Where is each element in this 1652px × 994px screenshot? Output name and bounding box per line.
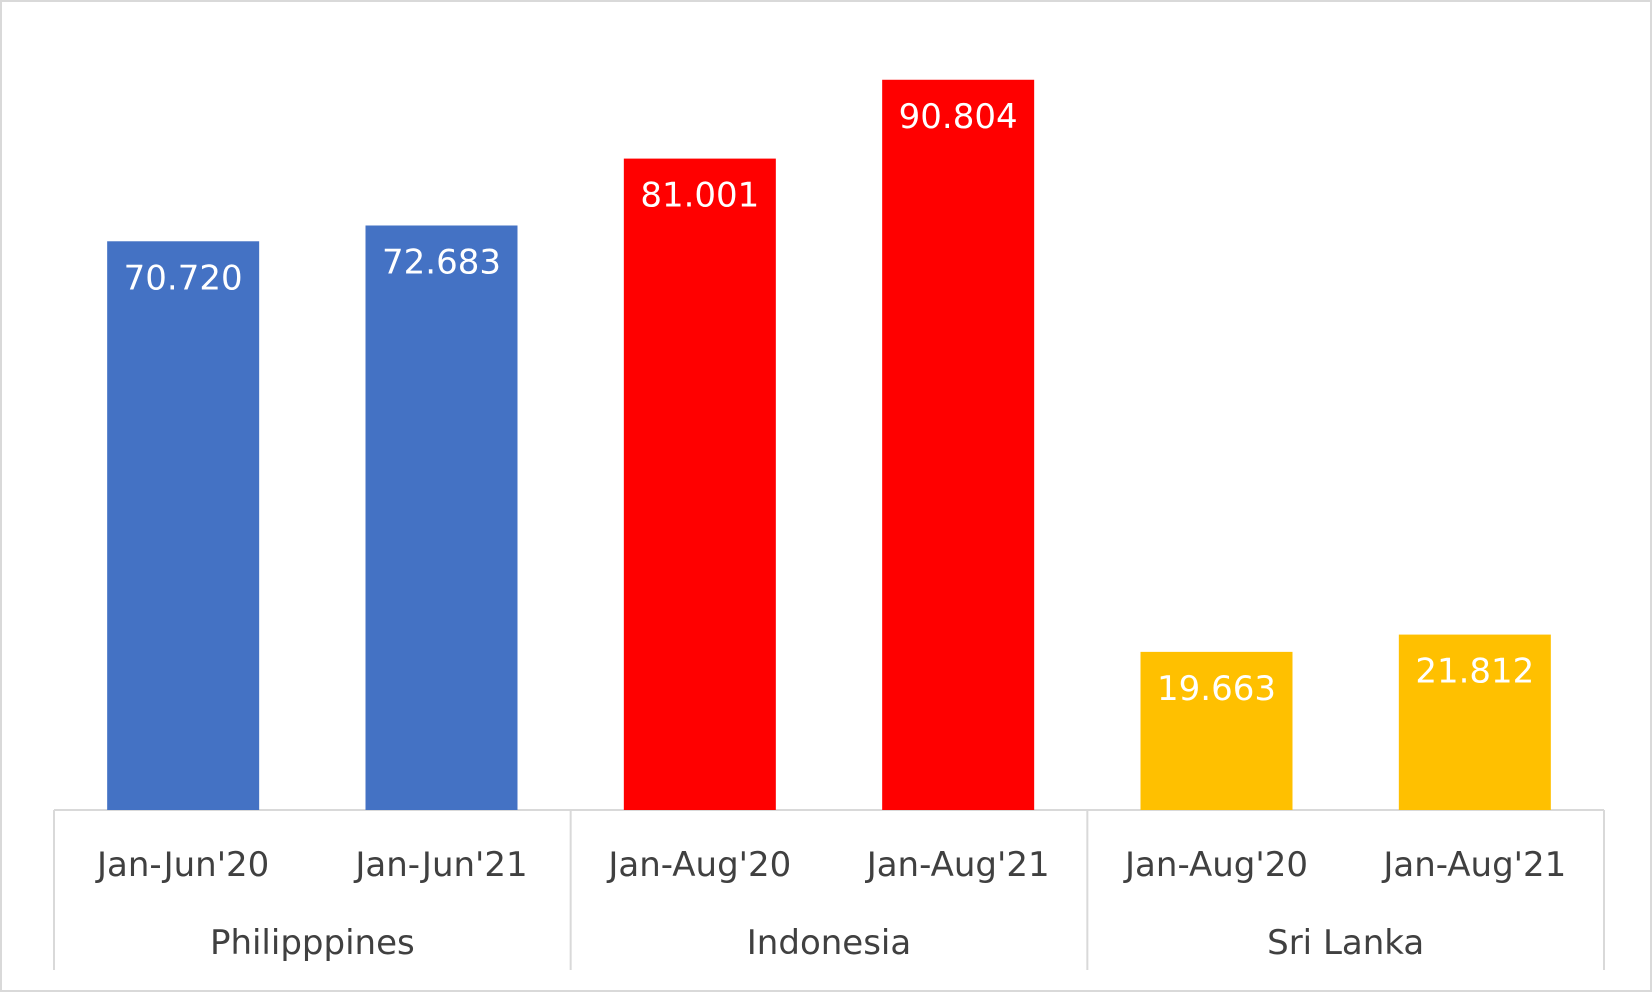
bar: [623, 158, 776, 810]
x-tick-label: Jan-Jun'21: [353, 845, 527, 885]
x-tick-label: Jan-Aug'21: [1381, 845, 1566, 885]
data-label: 90.804: [899, 97, 1018, 137]
bar: [365, 225, 518, 810]
x-tick-label: Jan-Aug'20: [606, 845, 791, 885]
data-label: 81.001: [640, 176, 759, 216]
data-label: 72.683: [382, 242, 501, 282]
bar: [1398, 634, 1551, 810]
data-label: 70.720: [124, 258, 243, 298]
x-tick-label: Jan-Aug'20: [1123, 845, 1308, 885]
bar: [107, 241, 260, 811]
x-tick-label: Jan-Jun'20: [95, 845, 269, 885]
data-label: 19.663: [1157, 669, 1276, 709]
bar: [882, 79, 1035, 810]
group-label: Indonesia: [747, 923, 911, 963]
group-label: Philipppines: [210, 923, 415, 963]
data-label: 21.812: [1415, 652, 1534, 692]
x-tick-label: Jan-Aug'21: [865, 845, 1050, 885]
bar: [1140, 651, 1293, 810]
group-label: Sri Lanka: [1267, 923, 1424, 963]
